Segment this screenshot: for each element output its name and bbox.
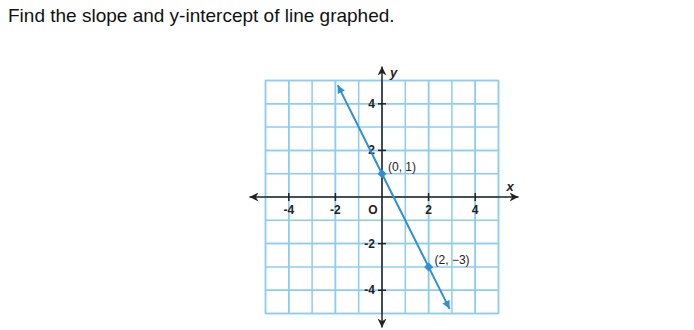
x-tick-label: O <box>368 203 377 217</box>
data-line <box>338 85 450 309</box>
x-tick-label: -2 <box>330 203 341 217</box>
y-tick-label: 4 <box>368 97 375 111</box>
point <box>424 262 433 271</box>
x-axis <box>250 196 519 198</box>
y-tick <box>378 150 386 152</box>
minor-grid <box>474 81 476 314</box>
minor-grid <box>266 103 499 105</box>
grid-line <box>266 243 499 245</box>
y-tick <box>378 103 386 105</box>
point-group <box>378 169 434 271</box>
x-tick <box>428 193 430 201</box>
y-tick <box>378 289 386 291</box>
y-tick-label: -4 <box>364 283 375 297</box>
chart: Find the slope and y-intercept of line g… <box>0 0 694 330</box>
title: Find the slope and y-intercept of line g… <box>8 5 395 26</box>
minor-grid <box>335 81 337 314</box>
grid-line <box>474 81 476 314</box>
minor-grid <box>288 81 290 314</box>
y-axis-label: y <box>389 65 398 80</box>
grid-line <box>288 81 290 314</box>
y-tick <box>378 243 386 245</box>
x-tick-label: 4 <box>472 203 479 217</box>
y-tick-label: -2 <box>364 237 375 251</box>
x-tick-label: -4 <box>283 203 294 217</box>
x-tick <box>288 193 290 201</box>
x-axis-label: x <box>506 179 515 194</box>
point-label: (0, 1) <box>388 160 416 174</box>
point-label: (2, −3) <box>435 253 470 267</box>
grid-line <box>266 289 499 291</box>
point <box>378 169 387 178</box>
grid-line <box>428 81 430 314</box>
y-axis <box>381 67 383 328</box>
grid-line <box>335 81 337 314</box>
grid-line <box>266 103 499 105</box>
minor-grid <box>266 289 499 291</box>
minor-grid <box>266 243 499 245</box>
grid-line <box>266 150 499 152</box>
x-tick <box>335 193 337 201</box>
x-tick <box>474 193 476 201</box>
minor-grid <box>428 81 430 314</box>
plot-area <box>338 85 450 309</box>
minor-grid <box>266 150 499 152</box>
x-tick-label: 2 <box>425 203 432 217</box>
